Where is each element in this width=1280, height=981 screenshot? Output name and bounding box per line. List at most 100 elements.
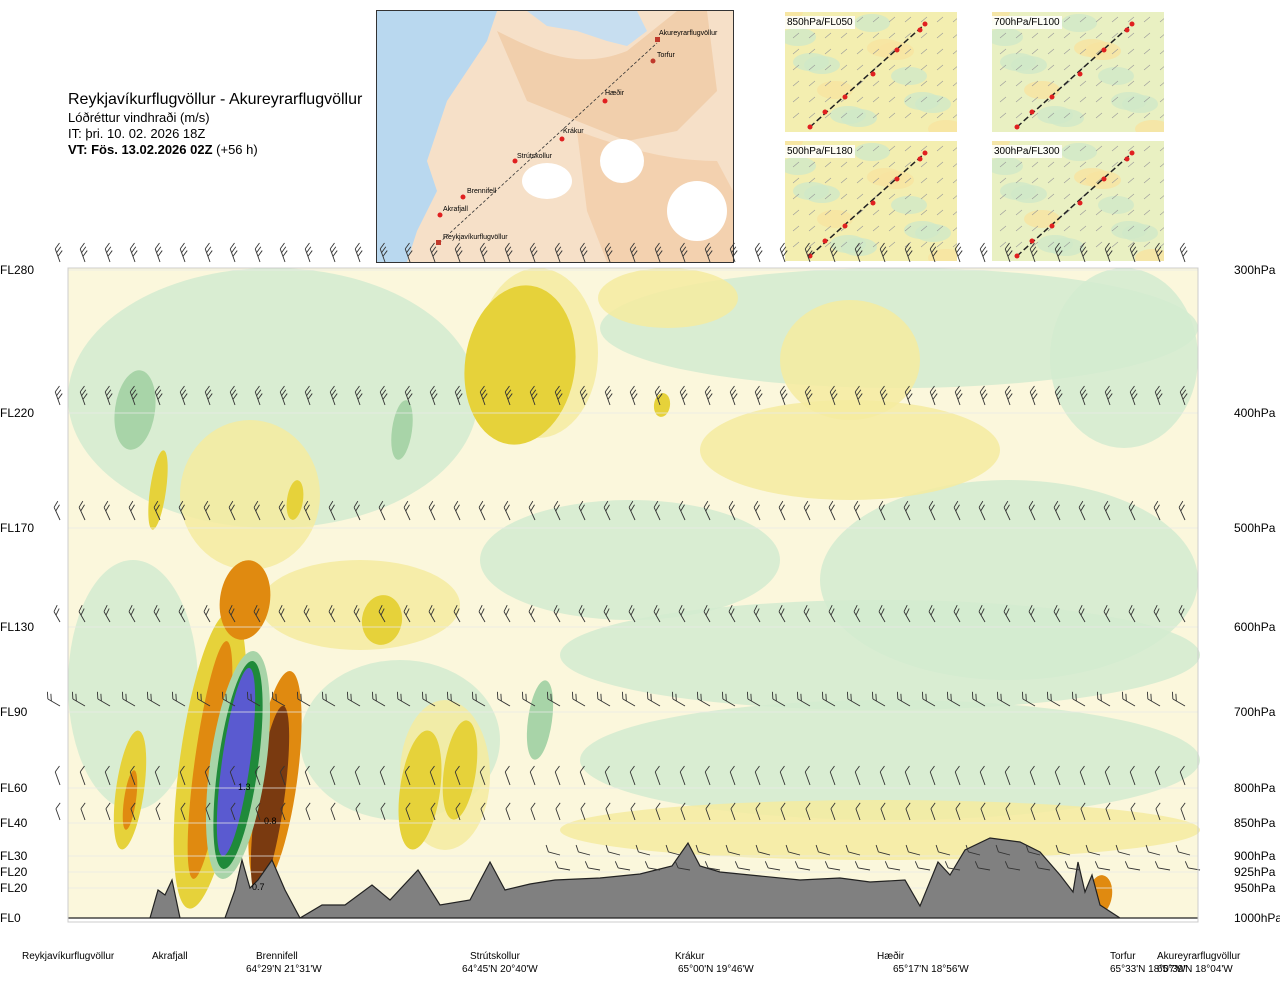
minimap-barb (920, 177, 928, 184)
minimap-barb (1063, 193, 1071, 200)
minimap-barb (808, 193, 816, 200)
barb-925-6 (734, 861, 751, 871)
barb-900-12 (905, 844, 921, 856)
flight-level-label: FL40 (0, 816, 28, 830)
minimap-barb (920, 145, 928, 152)
minimap-barb (824, 241, 832, 248)
barb-700-44 (1146, 691, 1161, 707)
minimap-barb (904, 225, 912, 232)
minimap-barb (920, 161, 928, 168)
minimap-waypoint-6 (922, 150, 928, 156)
minimap-700-graphic (992, 12, 1164, 132)
minimap-barb (1111, 80, 1119, 87)
minimap-barb (1063, 16, 1071, 23)
minimap-barb (1143, 64, 1151, 71)
valid-time-date: VT: Fös. 13.02.2026 02Z (68, 142, 213, 157)
barb-700-3 (121, 691, 136, 707)
minimap-barb (1127, 48, 1135, 55)
barb-850-10 (305, 802, 311, 821)
minimap-barb (872, 80, 880, 87)
minimap-barb (888, 225, 896, 232)
barb-400-36 (954, 385, 963, 406)
barb-800-7 (229, 765, 236, 786)
map-label-reykjavik: Reykjavíkurflugvöllur (443, 234, 508, 241)
barb-500-39 (1028, 500, 1036, 521)
minimap-barb (1063, 209, 1071, 216)
barb-400-31 (829, 385, 838, 406)
barb-800-39 (1029, 765, 1036, 786)
minimap-barb (1063, 177, 1071, 184)
minimap-barb (856, 80, 864, 87)
barb-700-14 (396, 691, 411, 707)
barb-850-15 (430, 802, 436, 821)
minimap-barb (1079, 112, 1087, 119)
minimap-barb (872, 241, 880, 248)
minimap-barb (936, 145, 944, 152)
barb-600-36 (953, 604, 961, 623)
barb-300-42 (1104, 242, 1113, 263)
minimap-field-9 (928, 120, 957, 132)
barb-850-0 (55, 802, 61, 821)
barb-700-45 (1171, 691, 1186, 707)
minimap-barb (1015, 225, 1023, 232)
minimap-waypoint-3 (870, 200, 876, 206)
minimap-300: 300hPa/FL300 (992, 141, 1164, 261)
barb-850-19 (530, 802, 536, 821)
minimap-barb (824, 161, 832, 168)
minimap-barb (888, 161, 896, 168)
barb-925-18 (1094, 861, 1111, 871)
barb-700-34 (896, 691, 911, 707)
minimap-barb (1143, 48, 1151, 55)
minimap-barb (888, 177, 896, 184)
barb-500-6 (203, 500, 211, 521)
barb-900-19 (1115, 844, 1131, 856)
minimap-barb (872, 32, 880, 39)
minimap-barb (1159, 211, 1164, 216)
barb-700-5 (171, 691, 186, 707)
minimap-barb (1031, 64, 1039, 71)
pressure-level-label: 850hPa (1234, 816, 1276, 830)
minimap-barb (1127, 80, 1135, 87)
barb-300-25 (679, 242, 688, 263)
barb-600-7 (228, 604, 236, 623)
minimap-barb (824, 64, 832, 71)
pressure-level-label: 1000hPa (1234, 911, 1280, 925)
minimap-barb (824, 48, 832, 55)
location-coordinate: 64°45'N 20°40'W (462, 964, 538, 975)
minimap-barb (999, 112, 1007, 119)
minimap-barb (856, 209, 864, 216)
minimap-barb (808, 177, 816, 184)
minimap-barb (1159, 114, 1164, 119)
barb-500-36 (953, 500, 961, 521)
minimap-barb (1159, 147, 1164, 152)
minimap-barb (904, 177, 912, 184)
minimap-barb (856, 177, 864, 184)
barb-850-45 (1180, 802, 1186, 821)
minimap-field-11 (830, 235, 866, 253)
field-core-15 (114, 370, 156, 450)
barb-800-26 (704, 765, 711, 786)
minimap-field-8 (1098, 196, 1134, 214)
barb-400-4 (154, 385, 163, 406)
minimap-field-11 (830, 106, 866, 124)
barb-700-15 (421, 691, 436, 707)
minimap-barb (1031, 32, 1039, 39)
minimap-barb (904, 193, 912, 200)
minimap-barb (1047, 177, 1055, 184)
minimap-barb (952, 163, 957, 168)
barb-900-15 (995, 844, 1011, 856)
minimap-barb (840, 32, 848, 39)
minimap-barb (1015, 64, 1023, 71)
barb-700-30 (796, 691, 811, 707)
minimap-barb (904, 64, 912, 71)
location-name: Reykjavíkurflugvöllur (22, 951, 115, 962)
minimap-barb (904, 112, 912, 119)
field-core-17 (526, 680, 554, 760)
barb-700-43 (1121, 691, 1136, 707)
minimap-barb (808, 48, 816, 55)
minimap-barb (1015, 193, 1023, 200)
minimap-barb (1095, 80, 1103, 87)
barb-400-41 (1079, 385, 1088, 406)
barb-800-44 (1154, 765, 1161, 786)
minimap-barb (1095, 177, 1103, 184)
